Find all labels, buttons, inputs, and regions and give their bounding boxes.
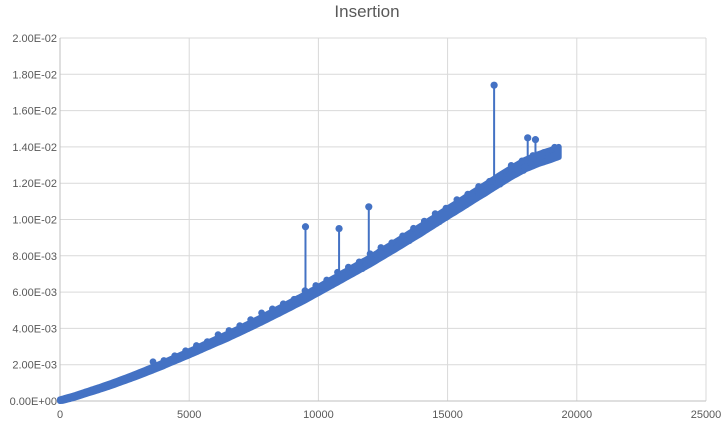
- data-point: [409, 234, 416, 241]
- data-point: [392, 245, 400, 252]
- data-point: [510, 171, 517, 179]
- data-point: [372, 257, 379, 264]
- data-point: [483, 186, 490, 194]
- data-point: [160, 357, 168, 364]
- spike-point: [365, 203, 373, 211]
- y-tick-label: 0.00E+00: [10, 396, 57, 408]
- data-point: [171, 352, 179, 360]
- data-point: [540, 149, 548, 156]
- series-band: [57, 143, 562, 404]
- data-point: [197, 346, 205, 353]
- data-point: [410, 224, 417, 232]
- y-tick-label: 1.20E-02: [12, 178, 57, 190]
- data-point: [323, 276, 331, 284]
- gridlines: [60, 37, 707, 401]
- data-point: [464, 190, 472, 198]
- data-point: [518, 157, 526, 165]
- data-point: [551, 143, 558, 151]
- data-point: [203, 338, 211, 346]
- data-point: [149, 358, 157, 366]
- data-point: [503, 176, 510, 183]
- x-tick-label: 15000: [432, 409, 463, 421]
- data-point: [379, 250, 386, 257]
- x-tick-label: 0: [57, 409, 63, 421]
- data-point: [496, 181, 504, 188]
- data-point: [420, 217, 428, 225]
- data-point: [453, 196, 461, 204]
- y-tick-label: 6.00E-03: [12, 287, 57, 299]
- data-point: [496, 172, 504, 180]
- data-point: [554, 154, 561, 161]
- y-tick-label: 4.00E-03: [12, 323, 57, 335]
- y-tick-label: 1.60E-02: [12, 106, 57, 118]
- data-point: [426, 223, 433, 230]
- spike-point: [490, 81, 498, 89]
- data-point: [355, 258, 363, 266]
- data-point: [247, 316, 255, 324]
- data-point: [520, 167, 527, 174]
- data-point: [431, 210, 439, 218]
- data-point: [456, 205, 463, 212]
- series-insertion: [56, 81, 562, 404]
- data-point: [182, 347, 190, 355]
- x-tick-label: 5000: [177, 409, 201, 421]
- data-point: [388, 239, 396, 247]
- data-point: [352, 267, 359, 274]
- data-point: [298, 297, 306, 304]
- data-point: [442, 204, 450, 212]
- data-point: [301, 287, 309, 294]
- data-point: [377, 244, 385, 251]
- data-point: [399, 232, 406, 240]
- data-point: [366, 250, 374, 258]
- spike-point: [531, 136, 540, 144]
- y-tick-label: 2.00E-03: [12, 360, 57, 372]
- data-point: [486, 177, 493, 185]
- data-point: [507, 162, 515, 169]
- data-point: [345, 263, 352, 271]
- data-point: [214, 331, 222, 338]
- y-tick-label: 1.40E-02: [12, 142, 57, 154]
- data-point: [290, 295, 298, 303]
- y-tick-label: 2.00E-02: [12, 33, 57, 45]
- data-point: [312, 282, 320, 289]
- data-point: [288, 302, 295, 309]
- data-point: [258, 309, 265, 317]
- x-tick-label: 25000: [691, 409, 722, 421]
- x-tick-label: 20000: [562, 409, 593, 421]
- axes: 0.00E+00 2.00E-03 4.00E-03 6.00E-03 8.00E-03…: [10, 33, 722, 421]
- y-tick-label: 1.80E-02: [12, 69, 57, 81]
- data-point: [279, 300, 287, 308]
- data-point: [269, 305, 276, 313]
- data-point: [225, 327, 233, 334]
- spike-point: [335, 224, 343, 233]
- data-point: [193, 342, 200, 349]
- y-tick-label: 1.00E-02: [12, 215, 57, 227]
- spike-point: [524, 134, 532, 142]
- x-tick-label: 10000: [303, 409, 334, 421]
- data-point: [473, 195, 480, 202]
- chart-title: Insertion: [334, 2, 399, 21]
- data-point: [443, 214, 450, 221]
- spike-point: [301, 223, 310, 231]
- data-point: [359, 265, 366, 272]
- y-tick-label: 8.00E-03: [12, 251, 57, 263]
- data-point: [475, 183, 482, 190]
- data-point: [236, 322, 244, 329]
